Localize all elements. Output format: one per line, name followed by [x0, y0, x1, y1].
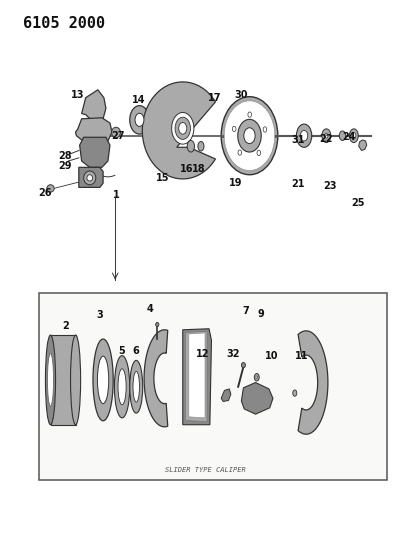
- Polygon shape: [81, 90, 106, 124]
- Polygon shape: [220, 389, 230, 401]
- Text: 32: 32: [226, 349, 240, 359]
- Ellipse shape: [111, 127, 120, 138]
- Text: 30: 30: [234, 90, 247, 100]
- Ellipse shape: [198, 141, 204, 151]
- Text: 29: 29: [58, 161, 72, 171]
- Ellipse shape: [133, 372, 139, 402]
- Ellipse shape: [256, 150, 260, 156]
- Polygon shape: [297, 331, 327, 434]
- Ellipse shape: [241, 362, 245, 368]
- Polygon shape: [189, 333, 204, 418]
- Ellipse shape: [155, 322, 159, 327]
- Polygon shape: [75, 118, 112, 146]
- Text: 21: 21: [290, 179, 304, 189]
- Ellipse shape: [321, 129, 330, 142]
- Text: 22: 22: [319, 134, 332, 144]
- Text: 27: 27: [111, 131, 124, 141]
- Ellipse shape: [292, 390, 296, 396]
- Ellipse shape: [47, 353, 54, 406]
- Ellipse shape: [87, 175, 92, 181]
- Text: 7: 7: [241, 306, 248, 316]
- Ellipse shape: [232, 126, 236, 132]
- Ellipse shape: [118, 369, 126, 405]
- Ellipse shape: [243, 128, 254, 143]
- Ellipse shape: [70, 335, 81, 425]
- Ellipse shape: [130, 360, 142, 413]
- Ellipse shape: [263, 127, 266, 132]
- Text: 25: 25: [350, 198, 364, 208]
- Ellipse shape: [324, 133, 327, 138]
- Ellipse shape: [351, 133, 355, 139]
- Text: 12: 12: [196, 349, 209, 359]
- Ellipse shape: [175, 117, 190, 140]
- Bar: [39, 293, 386, 480]
- Text: SLIDER TYPE CALIPER: SLIDER TYPE CALIPER: [164, 467, 245, 473]
- Polygon shape: [182, 329, 211, 425]
- Polygon shape: [50, 335, 75, 425]
- Text: 3: 3: [96, 310, 103, 320]
- Ellipse shape: [224, 101, 274, 171]
- Ellipse shape: [254, 374, 258, 381]
- Text: 9: 9: [257, 309, 263, 319]
- Text: 17: 17: [208, 93, 221, 103]
- Text: 6105 2000: 6105 2000: [23, 16, 105, 31]
- Text: 14: 14: [131, 95, 145, 106]
- Ellipse shape: [114, 356, 130, 418]
- Polygon shape: [142, 82, 215, 179]
- Polygon shape: [144, 330, 167, 427]
- Text: 4: 4: [147, 304, 153, 314]
- Text: 23: 23: [323, 181, 336, 191]
- Ellipse shape: [296, 124, 311, 147]
- Text: 26: 26: [38, 188, 52, 198]
- Ellipse shape: [130, 106, 149, 134]
- Polygon shape: [79, 138, 110, 167]
- Ellipse shape: [97, 356, 108, 403]
- Polygon shape: [241, 383, 272, 414]
- Text: 31: 31: [290, 135, 304, 145]
- Text: 11: 11: [294, 351, 307, 361]
- Text: 13: 13: [71, 90, 84, 100]
- Text: 1: 1: [112, 190, 119, 200]
- Text: 16: 16: [180, 164, 193, 174]
- Text: 18: 18: [192, 164, 205, 174]
- Text: 10: 10: [264, 351, 278, 361]
- Ellipse shape: [348, 129, 357, 142]
- Polygon shape: [358, 140, 366, 150]
- Polygon shape: [185, 332, 207, 422]
- Text: 6: 6: [133, 346, 139, 356]
- Ellipse shape: [83, 171, 96, 185]
- Text: 28: 28: [58, 151, 72, 161]
- Ellipse shape: [220, 96, 277, 175]
- Text: 19: 19: [228, 178, 241, 188]
- Ellipse shape: [45, 335, 56, 425]
- Ellipse shape: [339, 131, 345, 140]
- Ellipse shape: [255, 376, 257, 378]
- Text: 2: 2: [62, 320, 69, 330]
- Ellipse shape: [178, 123, 187, 134]
- Ellipse shape: [247, 112, 251, 117]
- Ellipse shape: [187, 140, 194, 152]
- Ellipse shape: [237, 119, 261, 152]
- Ellipse shape: [135, 114, 144, 126]
- Ellipse shape: [93, 339, 113, 421]
- Ellipse shape: [47, 185, 54, 192]
- Polygon shape: [79, 167, 103, 188]
- Text: 15: 15: [155, 173, 169, 183]
- Ellipse shape: [300, 131, 307, 141]
- Ellipse shape: [237, 150, 241, 155]
- Text: 24: 24: [341, 132, 355, 142]
- Text: 5: 5: [119, 346, 125, 356]
- Ellipse shape: [171, 112, 193, 144]
